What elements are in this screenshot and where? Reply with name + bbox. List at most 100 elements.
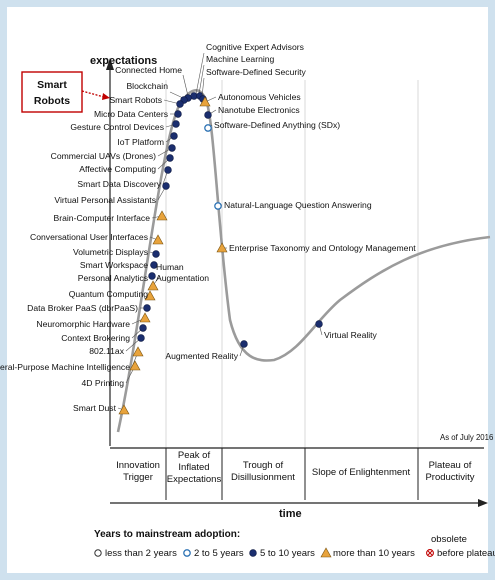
marker-smart-data-discovery bbox=[164, 166, 172, 174]
smart-robots-callout bbox=[21, 71, 83, 113]
phase-innovation-line-1: Innovation bbox=[116, 460, 160, 471]
legend-marker-light bbox=[183, 549, 191, 557]
legend-label-top-obsolete: obsolete bbox=[431, 534, 467, 545]
legend-title: Years to mainstream adoption: bbox=[94, 529, 240, 540]
label-quantum-computing: Quantum Computing bbox=[69, 289, 149, 299]
label-autonomous-vehicles: Autonomous Vehicles bbox=[218, 92, 301, 102]
marker-personal-analytics bbox=[148, 272, 156, 280]
label-gesture-control-devices: Gesture Control Devices bbox=[70, 122, 164, 132]
legend-marker-triangle bbox=[320, 547, 332, 558]
label-blockchain: Blockchain bbox=[126, 81, 168, 91]
legend: Years to mainstream adoption: less than … bbox=[94, 529, 495, 559]
label-software-defined-anything-sdx: Software-Defined Anything (SDx) bbox=[214, 120, 340, 130]
marker-software-defined-anything-sdx bbox=[204, 124, 212, 132]
marker-gesture-control-devices bbox=[172, 120, 180, 128]
marker-802-11ax bbox=[137, 334, 145, 342]
marker-brain-computer-interface bbox=[156, 210, 168, 221]
label-iot-platform: IoT Platform bbox=[117, 137, 164, 147]
callout-line-2: Robots bbox=[34, 95, 70, 107]
label-micro-data-centers: Micro Data Centers bbox=[94, 109, 168, 119]
label-virtual-personal-assistants: Virtual Personal Assistants bbox=[54, 195, 156, 205]
label-4d-printing: 4D Printing bbox=[81, 378, 124, 388]
x-axis-label: time bbox=[279, 508, 302, 520]
leader-human-augmentation bbox=[153, 275, 161, 285]
marker-nanotube-electronics bbox=[204, 111, 212, 119]
marker-augmented-reality bbox=[240, 340, 248, 348]
label-machine-learning: Machine Learning bbox=[206, 54, 275, 64]
label-human-augmentation-1: Human bbox=[156, 262, 184, 272]
leader-blockchain bbox=[169, 91, 184, 99]
label-cognitive-expert-advisors: Cognitive Expert Advisors bbox=[206, 42, 304, 52]
marker-micro-data-centers bbox=[174, 110, 182, 118]
label-augmented-reality: Augmented Reality bbox=[165, 351, 238, 361]
phase-plateau-line-2: Productivity bbox=[425, 472, 474, 483]
label-affective-computing: Affective Computing bbox=[79, 164, 156, 174]
phase-plateau-line-1: Plateau of bbox=[429, 460, 472, 471]
legend-label-obsolete: before plateau bbox=[437, 548, 495, 559]
legend-label-open: less than 2 years bbox=[105, 548, 177, 559]
phase-innovation-line-2: Trigger bbox=[123, 472, 153, 483]
leader-machine-learning bbox=[198, 64, 205, 95]
label-nanotube-electronics: Nanotube Electronics bbox=[218, 105, 300, 115]
marker-context-brokering bbox=[139, 324, 147, 332]
marker-neuromorphic-hardware bbox=[139, 312, 151, 323]
label-volumetric-displays: Volumetric Displays bbox=[73, 247, 148, 257]
label-human-augmentation-2: Augmentation bbox=[156, 273, 209, 283]
label-smart-dust: Smart Dust bbox=[73, 403, 117, 413]
marker-human-augmentation bbox=[147, 280, 159, 291]
marker-smart-workspace bbox=[150, 261, 158, 269]
leader-cognitive-expert-advisors bbox=[195, 52, 205, 95]
legend-label-triangle: more than 10 years bbox=[333, 548, 415, 559]
as-of-note: As of July 2016 bbox=[440, 433, 493, 442]
y-axis-label: expectations bbox=[90, 55, 157, 67]
label-enterprise-taxonomy-and-ontology-management: Enterprise Taxonomy and Ontology Managem… bbox=[229, 243, 416, 253]
marker-enterprise-taxonomy-and-ontology-management bbox=[216, 242, 228, 253]
callout-arrow-line bbox=[81, 90, 105, 98]
legend-label-light: 2 to 5 years bbox=[194, 548, 244, 559]
marker-natural-language-question-answering bbox=[214, 202, 222, 210]
technology-marks: Cognitive Expert Advisors Machine Learnin… bbox=[0, 42, 416, 415]
label-802-11ax: 802.11ax bbox=[89, 346, 124, 356]
label-personal-analytics: Personal Analytics bbox=[78, 273, 148, 283]
marker-data-broker-paas-dbrpaas bbox=[143, 304, 151, 312]
marker-volumetric-displays bbox=[152, 250, 160, 258]
marker-virtual-personal-assistants bbox=[162, 182, 170, 190]
phase-peak-line-1: Peak of bbox=[178, 450, 211, 461]
phase-trough-line-2: Disillusionment bbox=[231, 472, 295, 483]
marker-smart-robots bbox=[176, 100, 184, 108]
legend-label-filled: 5 to 10 years bbox=[260, 548, 315, 559]
time-axis-arrow bbox=[478, 499, 488, 507]
label-context-brokering: Context Brokering bbox=[61, 333, 130, 343]
label-virtual-reality: Virtual Reality bbox=[324, 330, 378, 340]
label-smart-robots: Smart Robots bbox=[109, 95, 162, 105]
label-neuromorphic-hardware: Neuromorphic Hardware bbox=[36, 319, 130, 329]
label-data-broker-paas-dbrpaas: Data Broker PaaS (dbrPaaS) bbox=[27, 303, 138, 313]
marker-general-purpose-machine-intelligence bbox=[132, 346, 144, 357]
marker-virtual-reality bbox=[315, 320, 323, 328]
legend-marker-obsolete-x2 bbox=[427, 550, 433, 556]
marker-quantum-computing bbox=[144, 290, 156, 301]
label-natural-language-question-answering: Natural-Language Question Answering bbox=[224, 200, 372, 210]
marker-4d-printing bbox=[129, 360, 141, 371]
callout-arrow-head bbox=[102, 93, 110, 100]
label-smart-workspace: Smart Workspace bbox=[80, 260, 148, 270]
label-commercial-uavs-drones: Commercial UAVs (Drones) bbox=[51, 151, 157, 161]
label-general-purpose-machine-intelligence: General-Purpose Machine Intelligence bbox=[0, 362, 130, 372]
phase-trough-line-1: Trough of bbox=[243, 460, 284, 471]
label-smart-data-discovery: Smart Data Discovery bbox=[77, 179, 161, 189]
legend-marker-filled bbox=[249, 549, 257, 557]
marker-affective-computing bbox=[166, 154, 174, 162]
callout-line-1: Smart bbox=[37, 79, 67, 91]
leader-software-defined-security bbox=[201, 77, 205, 98]
label-conversational-user-interfaces: Conversational User Interfaces bbox=[30, 232, 148, 242]
marker-smart-dust bbox=[118, 404, 130, 415]
marker-autonomous-vehicles bbox=[199, 96, 211, 107]
leader-connected-home bbox=[182, 74, 189, 97]
y-axis-arrow bbox=[106, 58, 114, 70]
phase-peak-line-3: Expectations bbox=[167, 474, 222, 485]
phase-peak-line-2: Inflated bbox=[178, 462, 209, 473]
label-software-defined-security: Software-Defined Security bbox=[206, 67, 307, 77]
marker-commercial-uavs-drones bbox=[168, 144, 176, 152]
